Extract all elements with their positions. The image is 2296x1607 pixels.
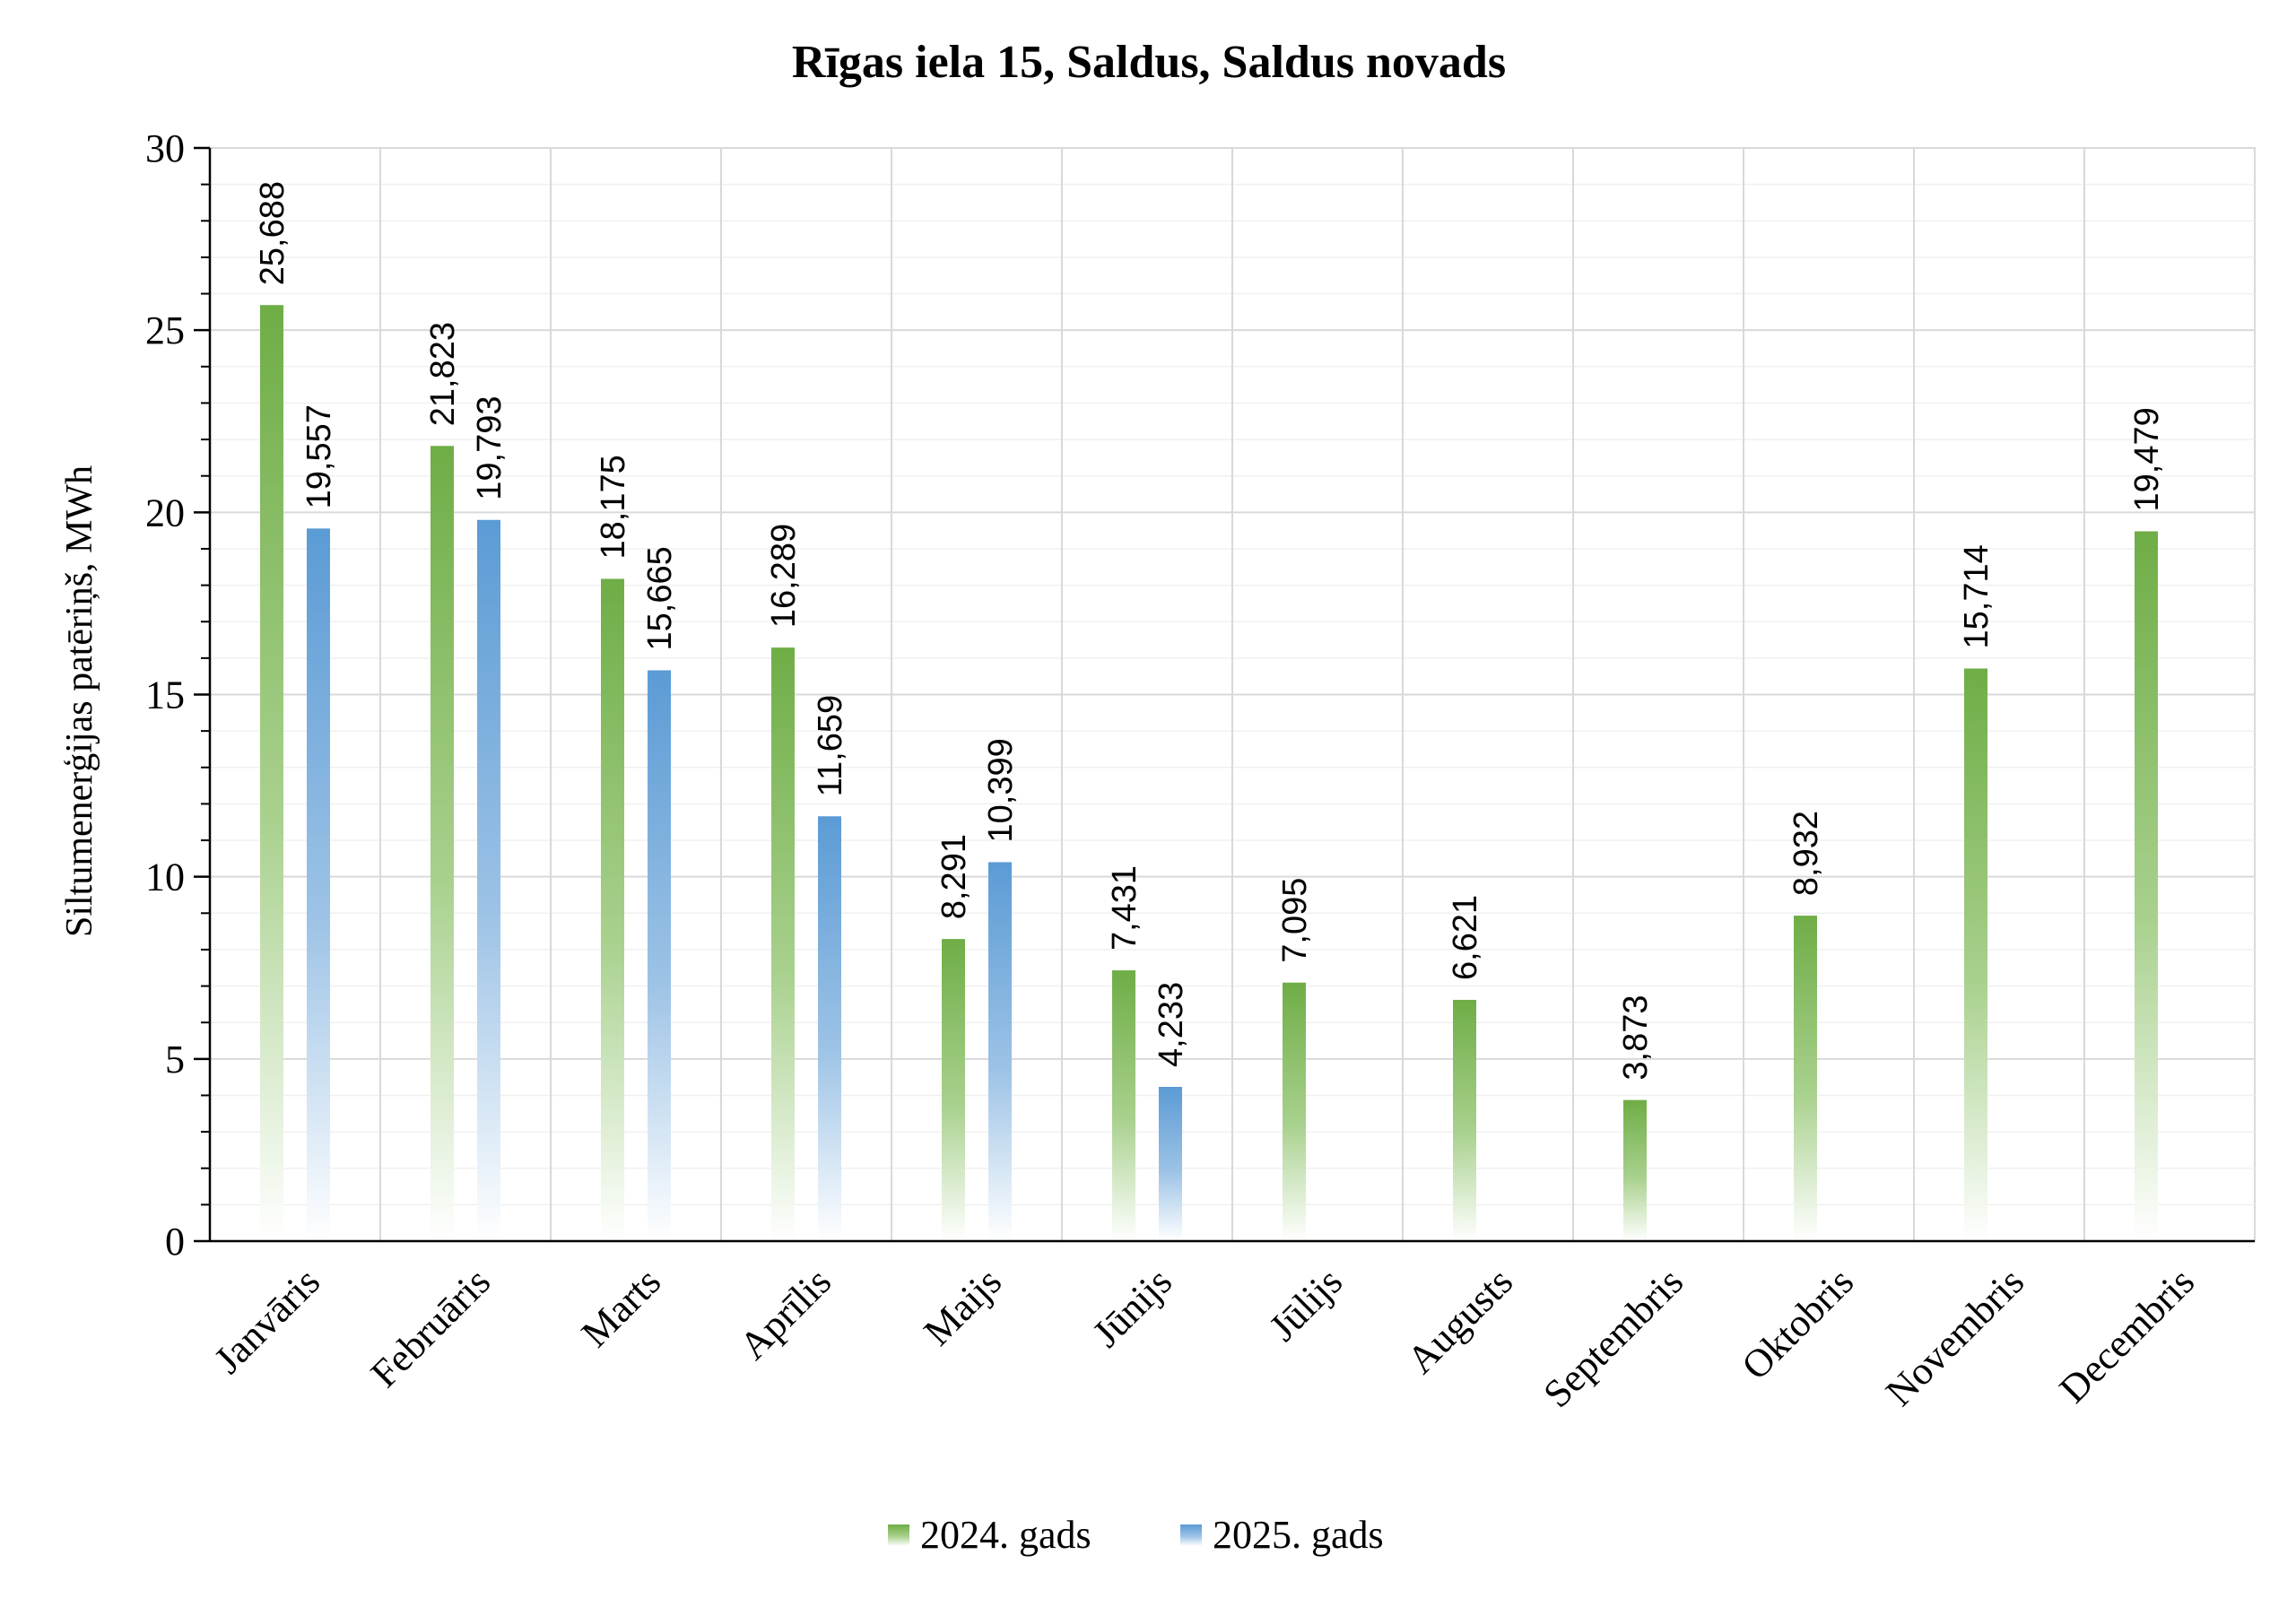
bar-2025 xyxy=(988,862,1012,1241)
legend-swatch-2025 xyxy=(1180,1524,1202,1546)
bar-2024 xyxy=(771,647,795,1241)
x-tick-label: Augusts xyxy=(1398,1259,1521,1382)
x-tick-label: Oktobris xyxy=(1734,1259,1863,1388)
x-tick-label: Janvāris xyxy=(205,1259,328,1382)
y-tick-label: 30 xyxy=(145,126,185,170)
bar-2025 xyxy=(307,528,330,1241)
bar-2024 xyxy=(2135,531,2158,1241)
x-tick-label: Septembris xyxy=(1535,1259,1692,1416)
gridlines xyxy=(209,147,2256,1242)
data-label: 4,233 xyxy=(1152,982,1190,1067)
data-label: 21,823 xyxy=(424,322,462,426)
x-tick-label: Novembris xyxy=(1877,1259,2032,1414)
bar-2025 xyxy=(477,519,500,1241)
y-tick-label: 0 xyxy=(165,1220,185,1264)
data-label: 10,399 xyxy=(982,738,1020,842)
axes xyxy=(194,146,2255,1243)
bar-2024 xyxy=(942,939,965,1241)
x-tick-labels: Janvāris Februāris Marts Aprīlis Maijs Jūnijs… xyxy=(205,1259,2203,1416)
bar-2024 xyxy=(1112,970,1135,1241)
data-label: 3,873 xyxy=(1617,995,1655,1081)
chart-title: Rīgas iela 15, Saldus, Saldus novads xyxy=(792,37,1506,88)
y-tick-label: 25 xyxy=(145,308,185,352)
legend-swatch-2024 xyxy=(888,1524,909,1546)
data-label: 19,793 xyxy=(471,396,509,500)
bar-2024 xyxy=(430,446,454,1241)
data-label: 8,932 xyxy=(1787,811,1825,896)
bar-2024 xyxy=(1794,916,1817,1241)
y-tick-label: 15 xyxy=(145,673,185,717)
y-tick-label: 20 xyxy=(145,491,185,534)
data-label: 25,688 xyxy=(254,181,291,285)
bars xyxy=(260,305,2158,1241)
bar-2025 xyxy=(818,816,841,1241)
bar-2024 xyxy=(1283,982,1306,1241)
data-label: 18,175 xyxy=(595,455,632,559)
data-label: 7,095 xyxy=(1276,878,1314,963)
legend: 2024. gads 2025. gads xyxy=(888,1513,1384,1557)
legend-label: 2024. gads xyxy=(920,1513,1091,1557)
data-label: 19,479 xyxy=(2128,407,2166,511)
x-tick-label: Maijs xyxy=(916,1259,1011,1354)
data-label: 7,431 xyxy=(1106,865,1144,951)
bar-2024 xyxy=(1964,668,1987,1241)
data-label: 15,714 xyxy=(1958,544,1996,648)
y-axis-label: Siltumenerģijas patēriņš, MWh xyxy=(59,465,100,937)
bar-2024 xyxy=(1623,1099,1647,1241)
data-label: 6,621 xyxy=(1447,895,1484,980)
x-tick-label: Decembris xyxy=(2051,1259,2203,1411)
data-label: 8,291 xyxy=(935,834,973,919)
bar-2024 xyxy=(260,305,283,1241)
x-tick-label: Marts xyxy=(573,1259,669,1355)
bar-2024 xyxy=(1453,999,1476,1241)
y-tick-labels: 0 5 10 15 20 25 30 xyxy=(145,126,185,1264)
x-tick-label: Aprīlis xyxy=(731,1259,839,1368)
bar-2024 xyxy=(601,578,624,1241)
value-labels: 25,688 21,823 18,175 16,289 8,291 7,431 7,095 6… xyxy=(254,181,2166,1081)
data-label: 11,659 xyxy=(812,695,849,796)
x-tick-label: Februāris xyxy=(362,1259,499,1395)
bar-2025 xyxy=(648,670,671,1241)
y-tick-label: 5 xyxy=(165,1038,185,1081)
bar-2025 xyxy=(1159,1086,1182,1241)
legend-label: 2025. gads xyxy=(1213,1513,1384,1557)
data-label: 16,289 xyxy=(765,524,803,628)
x-tick-label: Jūnijs xyxy=(1084,1259,1180,1355)
data-label: 15,665 xyxy=(641,546,679,650)
data-label: 19,557 xyxy=(300,404,338,508)
x-tick-label: Jūlijs xyxy=(1261,1259,1351,1349)
y-tick-label: 10 xyxy=(145,856,185,899)
